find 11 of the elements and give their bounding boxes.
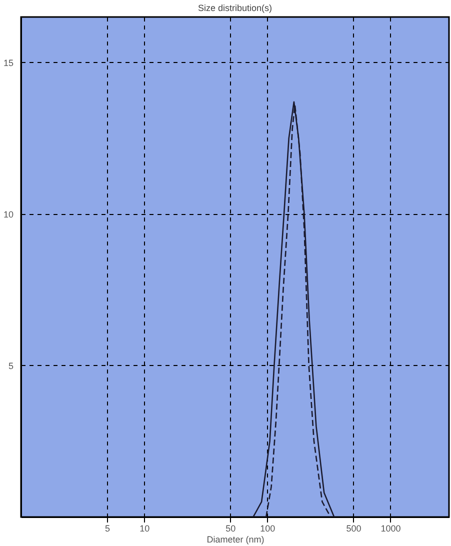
x-tick-label: 100 — [260, 524, 276, 534]
y-tick-label: 5 — [8, 360, 14, 371]
chart-title: Size distribution(s) — [198, 3, 272, 13]
x-tick-label: 50 — [226, 524, 236, 534]
x-tick-label: 500 — [346, 524, 362, 534]
x-tick-label: 1000 — [380, 524, 401, 534]
x-axis-title: Diameter (nm) — [206, 534, 264, 544]
y-tick-label: 15 — [3, 58, 14, 68]
x-tick-label: 5 — [105, 524, 110, 534]
x-tick-label: 10 — [140, 524, 150, 534]
y-tick-label: 10 — [3, 209, 14, 220]
